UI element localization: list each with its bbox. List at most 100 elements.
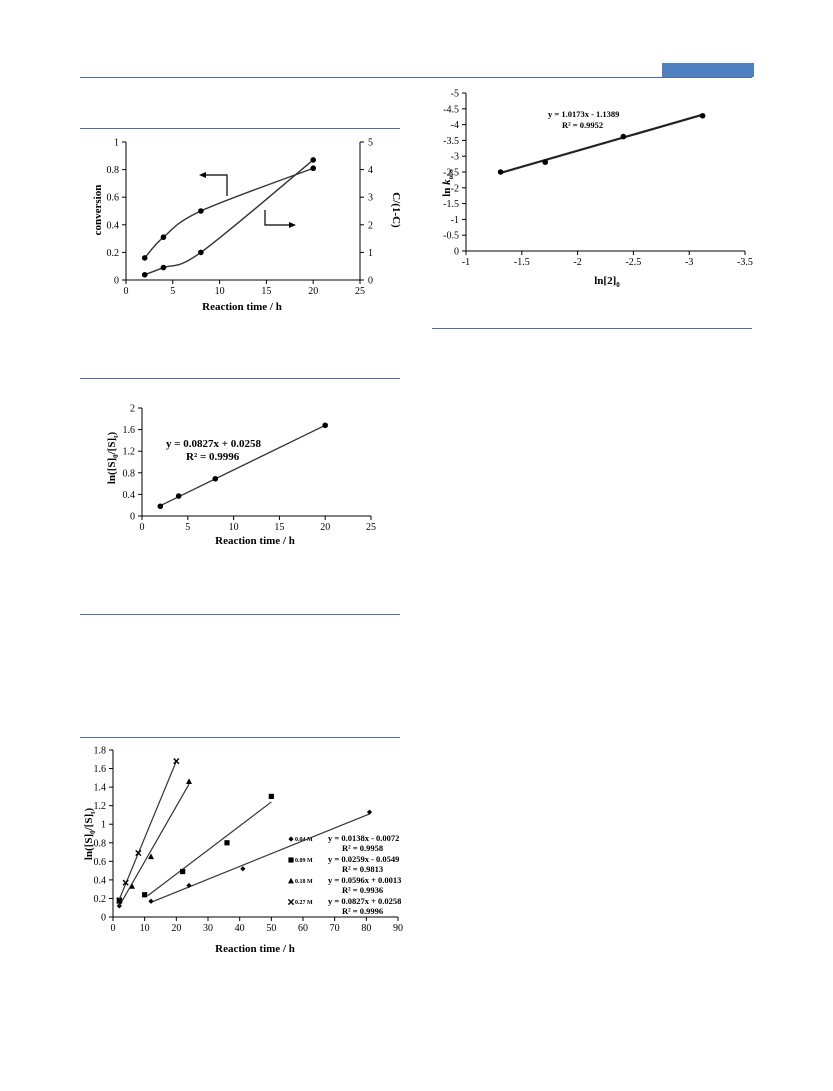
y-tick-label: 0 <box>130 512 135 523</box>
fit-r-squared: R² = 0.9996 <box>186 451 240 463</box>
y-tick-label: 0.2 <box>94 894 107 905</box>
data-point <box>224 840 230 846</box>
data-point <box>157 503 164 510</box>
concentration-series-chart: ln([S]0/[S]t) Reaction time / h 0.04 My … <box>83 746 403 956</box>
fit-r-squared: R² = 0.9996 <box>342 906 383 916</box>
y-tick-label: -5 <box>451 89 459 100</box>
x-tick-label: 20 <box>320 522 330 533</box>
x-tick-label: 25 <box>366 522 376 533</box>
y2-tick-label: 3 <box>368 193 373 204</box>
x-tick-label: -3 <box>685 257 693 268</box>
conversion-point <box>198 208 204 214</box>
x-tick-label: 20 <box>171 923 181 934</box>
conversion-line <box>144 167 314 259</box>
fit-equation: y = 1.0173x - 1.1389 <box>548 109 619 119</box>
y-tick-label: 0.8 <box>107 165 120 176</box>
x-axis-label: Reaction time / h <box>215 943 295 955</box>
x-tick-label: 15 <box>261 286 271 297</box>
first-order-chart: ln([S]0/[S]t) Reaction time / h y = 0.08… <box>106 404 376 548</box>
y-tick-label: -3.5 <box>443 136 459 147</box>
legend-label: 0.18 M <box>295 879 313 885</box>
x-axis-label: Reaction time / h <box>215 535 295 547</box>
section-rule <box>432 328 752 329</box>
data-point <box>240 866 246 872</box>
conversion-chart: conversion C/(1-C) Reaction time / h 0 5 1… <box>92 138 402 314</box>
data-point <box>699 112 706 119</box>
y-tick-label: 1.8 <box>94 746 107 757</box>
section-rule <box>80 614 400 615</box>
y-axis-label: ln kobs <box>441 169 455 197</box>
x-tick-label: 20 <box>308 286 318 297</box>
x-tick-label: -3.5 <box>737 257 753 268</box>
y-tick-label: 0.4 <box>94 875 107 886</box>
x-axis-label: ln[2]0 <box>594 275 620 289</box>
y-tick-label: -1 <box>451 215 459 226</box>
y-tick-label: -4.5 <box>443 104 459 115</box>
y-tick-label: 0 <box>101 913 106 924</box>
x-tick-label: 0 <box>124 286 129 297</box>
fit-equation: y = 0.0827x + 0.0258 <box>166 438 262 450</box>
data-point <box>366 809 373 815</box>
data-point-stroke <box>135 849 142 857</box>
y2-tick-label: 1 <box>368 248 373 259</box>
data-point <box>542 159 549 166</box>
y-axis-label: ln([S]0/[S]t) <box>106 432 120 485</box>
data-point-stroke <box>122 879 129 886</box>
fit-r-squared: R² = 0.9813 <box>342 864 383 874</box>
legend-marker <box>288 836 294 842</box>
y-axis-label: conversion <box>92 185 104 236</box>
x-tick-label: 5 <box>185 522 190 533</box>
y2-tick-label: 4 <box>368 165 373 176</box>
x-axis-label: Reaction time / h <box>202 301 282 313</box>
conversion-point <box>160 234 167 241</box>
header-rule <box>80 77 752 78</box>
x-tick-label: 50 <box>266 923 276 934</box>
section-rule <box>80 378 400 379</box>
data-point <box>268 793 274 799</box>
ratio-point <box>198 249 204 256</box>
fit-equation: y = 0.0596x + 0.0013 <box>328 875 401 885</box>
fit-line <box>150 813 370 903</box>
legend-label: 0.09 M <box>295 858 313 864</box>
y-tick-label: 2 <box>130 404 135 415</box>
legend-marker <box>288 877 294 884</box>
x-tick-label: -1 <box>462 257 470 268</box>
y-tick-label: 0.2 <box>107 248 120 259</box>
x-tick-label: 25 <box>355 286 365 297</box>
y2-tick-label: 2 <box>368 220 373 231</box>
y-axis-label: ln([S]0/[S]t) <box>83 808 97 861</box>
data-point <box>173 758 180 765</box>
fit-line <box>147 801 272 897</box>
fit-line <box>117 760 177 904</box>
y-tick-label: -3 <box>451 152 459 163</box>
y-tick-label: 1 <box>101 820 106 831</box>
data-point <box>148 898 154 904</box>
x-tick-label: 70 <box>330 923 340 934</box>
x-tick-label: 15 <box>274 522 284 533</box>
section-rule <box>80 128 400 129</box>
x-tick-label: 10 <box>229 522 239 533</box>
fit-equation: y = 0.0827x + 0.0258 <box>328 896 401 906</box>
arrow-right-annotation <box>264 210 296 228</box>
y-tick-label: 0.4 <box>123 490 136 501</box>
x-tick-label: 80 <box>361 923 371 934</box>
fit-line <box>160 424 326 507</box>
legend-marker <box>288 857 294 863</box>
y-tick-label: 0 <box>454 247 459 258</box>
order-plot-chart: ln kobs ln[2]0 y = 1.0173x - 1.1389 R² =… <box>441 89 753 290</box>
x-tick-label: 60 <box>298 923 308 934</box>
y-tick-label: -2 <box>451 183 459 194</box>
fit-r-squared: R² = 0.9936 <box>342 885 383 895</box>
legend-marker <box>287 898 295 906</box>
y-tick-label: 0 <box>114 276 119 287</box>
arrow-left-annotation <box>199 172 228 196</box>
data-point-stroke <box>173 758 180 765</box>
y-tick-label: 1.6 <box>123 425 136 436</box>
x-tick-label: 5 <box>170 286 175 297</box>
section-rule <box>80 737 400 738</box>
y-tick-label: 0.8 <box>123 468 136 479</box>
y-tick-label: 0.8 <box>94 838 107 849</box>
data-point <box>497 169 504 175</box>
y-tick-label: 1 <box>114 138 119 149</box>
